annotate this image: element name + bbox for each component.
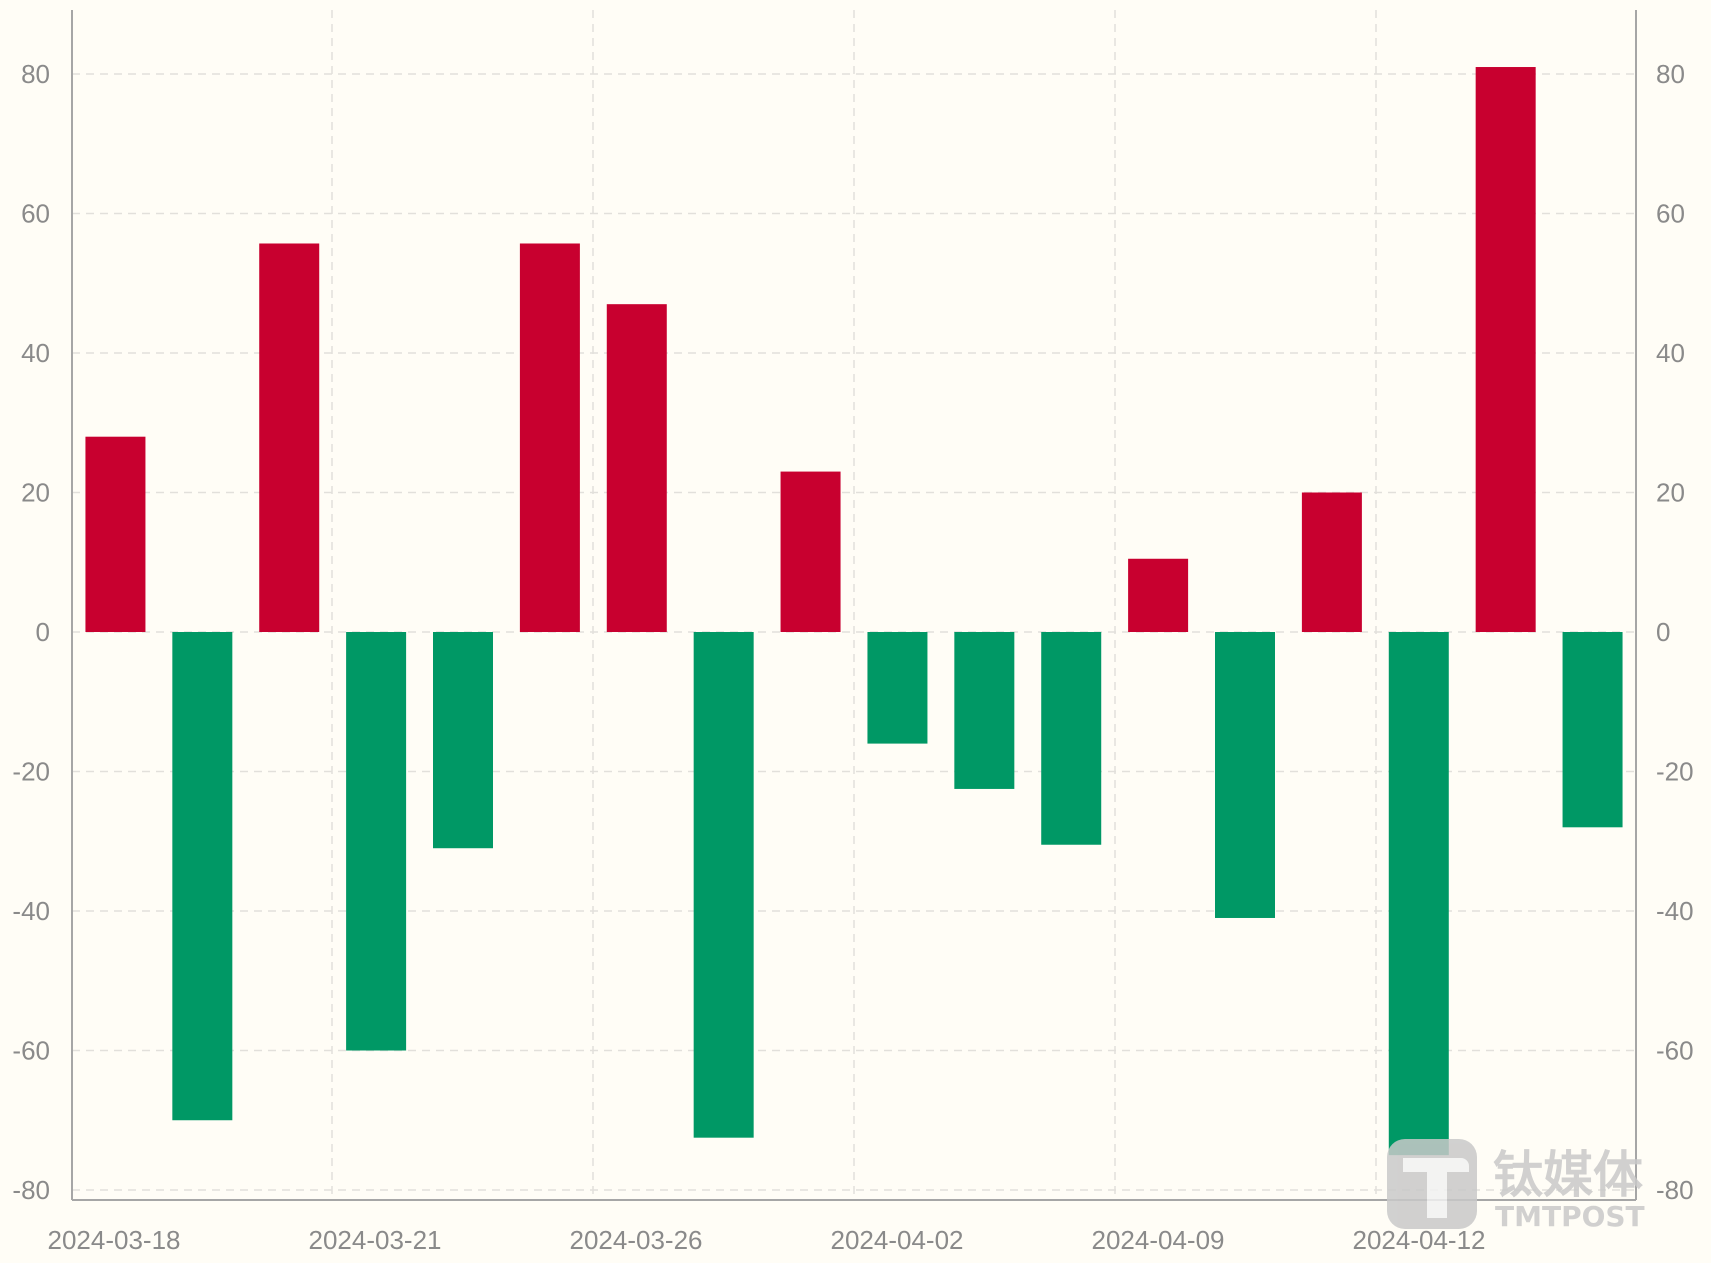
bar <box>1215 632 1275 918</box>
bar <box>433 632 493 849</box>
y-tick-label-right: 20 <box>1656 478 1685 508</box>
bar <box>519 243 580 632</box>
watermark-sub: TMTPOST <box>1495 1200 1645 1233</box>
bar <box>867 632 928 744</box>
y-tick-label-right: 40 <box>1656 338 1685 368</box>
bar <box>954 632 1015 789</box>
y-tick-label-left: 40 <box>21 338 50 368</box>
y-tick-label-left: 0 <box>36 617 50 647</box>
y-tick-label-right: -80 <box>1656 1175 1694 1205</box>
x-tick-label: 2024-03-18 <box>48 1225 181 1255</box>
x-axis-ticks: 2024-03-18 2024-03-21 2024-03-26 2024-04-02… <box>48 1225 1486 1255</box>
x-tick-label: 2024-04-02 <box>831 1225 964 1255</box>
y-tick-label-right: 60 <box>1656 199 1685 229</box>
bar <box>85 436 146 632</box>
bar <box>1041 632 1102 845</box>
tmtpost-watermark: 钛媒体 TMTPOST <box>1387 1139 1645 1233</box>
grid-lines <box>72 10 1636 1200</box>
axes <box>71 10 1637 1201</box>
y-tick-label-left: -60 <box>12 1036 50 1066</box>
right-y-axis-ticks: -80 -60 -40 -20 0 20 40 60 80 <box>1656 59 1694 1205</box>
y-tick-label-right: -40 <box>1656 896 1694 926</box>
y-tick-label-left: 20 <box>21 478 50 508</box>
x-tick-label: 2024-03-21 <box>309 1225 442 1255</box>
tmtpost-logo-t-glyph <box>1403 1158 1469 1218</box>
bar <box>172 632 233 1121</box>
bar <box>1562 632 1623 828</box>
x-tick-label: 2024-03-26 <box>570 1225 703 1255</box>
bar <box>1388 632 1449 1156</box>
bar <box>693 632 754 1138</box>
y-tick-label-right: 0 <box>1656 617 1670 647</box>
x-tick-label: 2024-04-09 <box>1092 1225 1225 1255</box>
bars <box>85 67 1623 1156</box>
bar <box>259 243 320 632</box>
bar <box>1475 67 1536 632</box>
y-tick-label-right: -20 <box>1656 757 1694 787</box>
x-tick-label: 2024-04-12 <box>1353 1225 1486 1255</box>
bar <box>346 632 407 1051</box>
y-tick-label-left: -40 <box>12 896 50 926</box>
bar <box>780 471 841 632</box>
bar <box>606 304 667 632</box>
y-tick-label-left: 80 <box>21 59 50 89</box>
left-y-axis-ticks: -80 -60 -40 -20 0 20 40 60 80 <box>12 59 50 1205</box>
bar <box>1128 558 1189 632</box>
y-tick-label-right: -60 <box>1656 1036 1694 1066</box>
y-tick-label-left: -80 <box>12 1175 50 1205</box>
watermark-brand: 钛媒体 <box>1493 1146 1643 1204</box>
y-tick-label-right: 80 <box>1656 59 1685 89</box>
bar <box>1301 492 1362 632</box>
y-tick-label-left: 60 <box>21 199 50 229</box>
y-tick-label-left: -20 <box>12 757 50 787</box>
